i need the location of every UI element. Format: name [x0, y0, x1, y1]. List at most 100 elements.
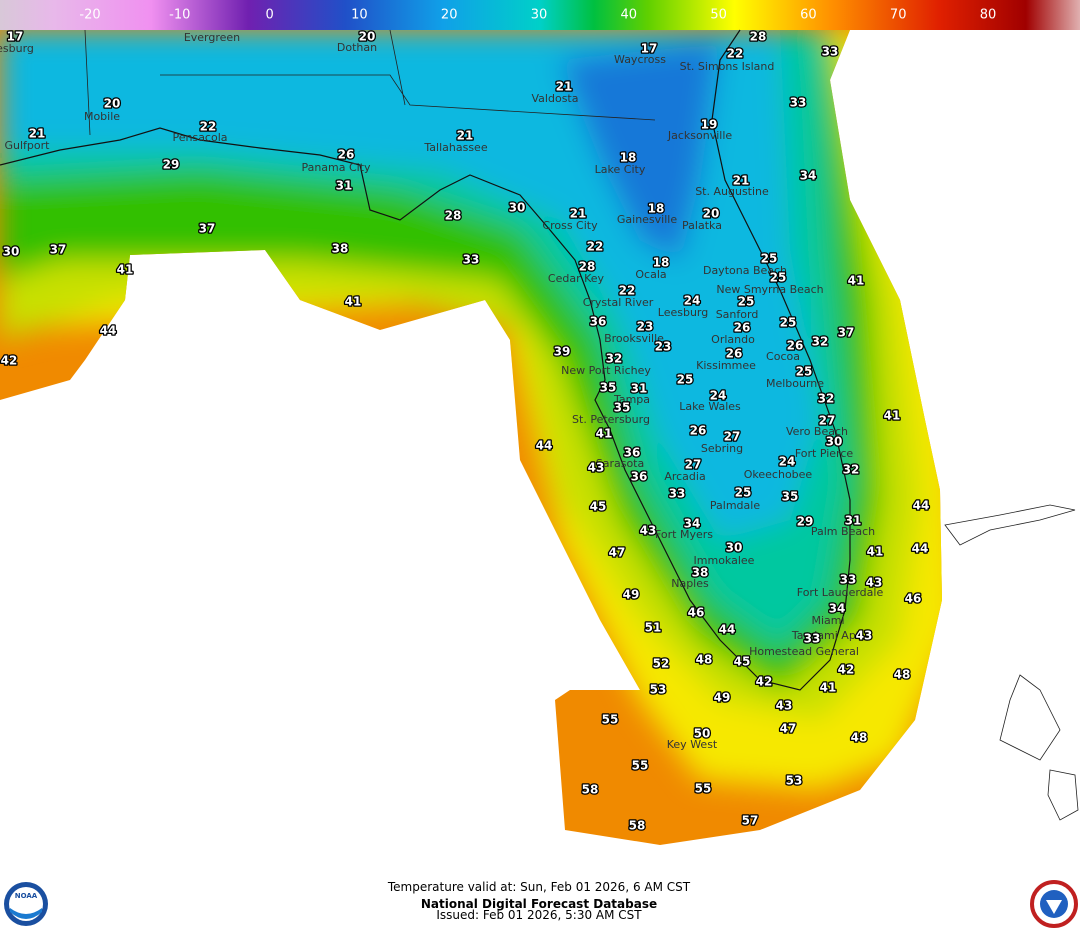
temperature-label: 53 — [786, 774, 803, 788]
valid-time: Temperature valid at: Sun, Feb 01 2026, … — [387, 880, 691, 894]
temperature-label: 26 — [338, 148, 355, 162]
temperature-label: 25 — [738, 295, 755, 309]
temperature-label: 48 — [894, 668, 911, 682]
colorbar-tick-label: -10 — [169, 8, 190, 23]
temperature-label: 21 — [733, 174, 750, 188]
issued-time: Issued: Feb 01 2026, 5:30 AM CST — [436, 908, 642, 922]
temperature-label: 51 — [645, 621, 662, 635]
temperature-label: 37 — [199, 222, 216, 236]
city-label: Lake City — [595, 163, 646, 176]
temperature-label: 52 — [653, 657, 670, 671]
temperature-label: 58 — [582, 783, 599, 797]
temperature-label: 58 — [629, 819, 646, 833]
temperature-label: 48 — [696, 653, 713, 667]
temperature-field — [0, 30, 942, 845]
colorbar-tick-label: 20 — [441, 8, 458, 23]
city-label: Cross City — [542, 219, 598, 232]
temperature-label: 26 — [734, 321, 751, 335]
temperature-label: 43 — [640, 524, 657, 538]
temperature-label: 41 — [345, 295, 362, 309]
temperature-label: 24 — [779, 455, 796, 469]
temperature-label: 36 — [590, 315, 607, 329]
city-label: Valdosta — [532, 92, 579, 105]
temperature-label: 35 — [614, 401, 631, 415]
temperature-label: 17 — [641, 42, 658, 56]
temperature-label: 41 — [848, 274, 865, 288]
city-label: Palmdale — [710, 499, 760, 512]
temperature-label: 41 — [596, 427, 613, 441]
source: National Digital Forecast Database — [421, 897, 657, 911]
temperature-label: 31 — [631, 382, 648, 396]
noaa-logo: NOAA — [4, 882, 48, 926]
temperature-label: 23 — [637, 320, 654, 334]
temperature-label: 18 — [620, 151, 637, 165]
colorbar-tick-label: 10 — [351, 8, 368, 23]
temperature-label: 31 — [336, 179, 353, 193]
temperature-label: 33 — [669, 487, 686, 501]
city-label: Orlando — [711, 333, 755, 346]
city-label: Kissimmee — [696, 359, 756, 372]
temperature-label: 21 — [556, 80, 573, 94]
temperature-label: 42 — [1, 354, 18, 368]
temperature-label: 45 — [734, 655, 751, 669]
colorbar-tick-label: -20 — [79, 8, 100, 23]
temperature-label: 28 — [579, 260, 596, 274]
temperature-label: 38 — [332, 242, 349, 256]
temperature-label: 23 — [655, 340, 672, 354]
temperature-label: 31 — [845, 514, 862, 528]
temperature-label: 25 — [735, 486, 752, 500]
temperature-label: 25 — [677, 373, 694, 387]
temperature-label: 33 — [790, 96, 807, 110]
temperature-label: 22 — [200, 120, 217, 134]
temperature-label: 28 — [445, 209, 462, 223]
temperature-label: 25 — [780, 316, 797, 330]
temperature-label: 41 — [867, 545, 884, 559]
temperature-label: 36 — [624, 446, 641, 460]
city-label: Jacksonville — [667, 129, 733, 142]
temperature-label: 44 — [100, 324, 117, 338]
colorbar-tick-label: 60 — [800, 8, 817, 23]
city-label: Sanford — [716, 308, 759, 321]
islands — [944, 504, 1079, 821]
temperature-label: 42 — [838, 663, 855, 677]
temperature-label: 30 — [826, 435, 843, 449]
temperature-label: 46 — [688, 606, 705, 620]
city-label: Cocoa — [766, 350, 800, 363]
coastline — [0, 29, 851, 691]
city-label: Fort Myers — [655, 528, 713, 541]
temperature-label: 29 — [797, 515, 814, 529]
noaa-label: NOAA — [15, 892, 38, 900]
temperature-label: 50 — [694, 727, 711, 741]
temperature-label: 20 — [104, 97, 121, 111]
city-label: Immokalee — [694, 554, 755, 567]
temperature-label: 33 — [463, 253, 480, 267]
city-label: Crystal River — [583, 296, 654, 309]
city-label: esburg — [0, 42, 34, 55]
temperature-label: 18 — [648, 202, 665, 216]
temperature-label: 21 — [570, 207, 587, 221]
city-label: Palatka — [682, 219, 722, 232]
city-label: Ocala — [635, 268, 666, 281]
city-label: Leesburg — [658, 306, 708, 319]
temperature-label: 19 — [701, 118, 718, 132]
temperature-label: 30 — [3, 245, 20, 259]
city-label: Sarasota — [596, 457, 645, 470]
state-borders — [84, 29, 656, 136]
city-label: St. Petersburg — [572, 413, 650, 426]
temperature-label: 20 — [703, 207, 720, 221]
city-label: Arcadia — [664, 470, 705, 483]
temperature-label: 34 — [684, 517, 701, 531]
colorbar — [0, 0, 1080, 30]
city-label: Mobile — [84, 110, 120, 123]
temperature-label: 30 — [509, 201, 526, 215]
city-label: Tampa — [613, 393, 650, 406]
temperature-label: 25 — [796, 365, 813, 379]
city-label: Evergreen — [184, 31, 240, 44]
temperature-label: 22 — [727, 47, 744, 61]
city-label: Miami — [811, 614, 844, 627]
temperature-label: 32 — [843, 463, 860, 477]
temperature-label: 43 — [856, 629, 873, 643]
temperature-label: 39 — [554, 345, 571, 359]
city-label: Key West — [667, 738, 718, 751]
